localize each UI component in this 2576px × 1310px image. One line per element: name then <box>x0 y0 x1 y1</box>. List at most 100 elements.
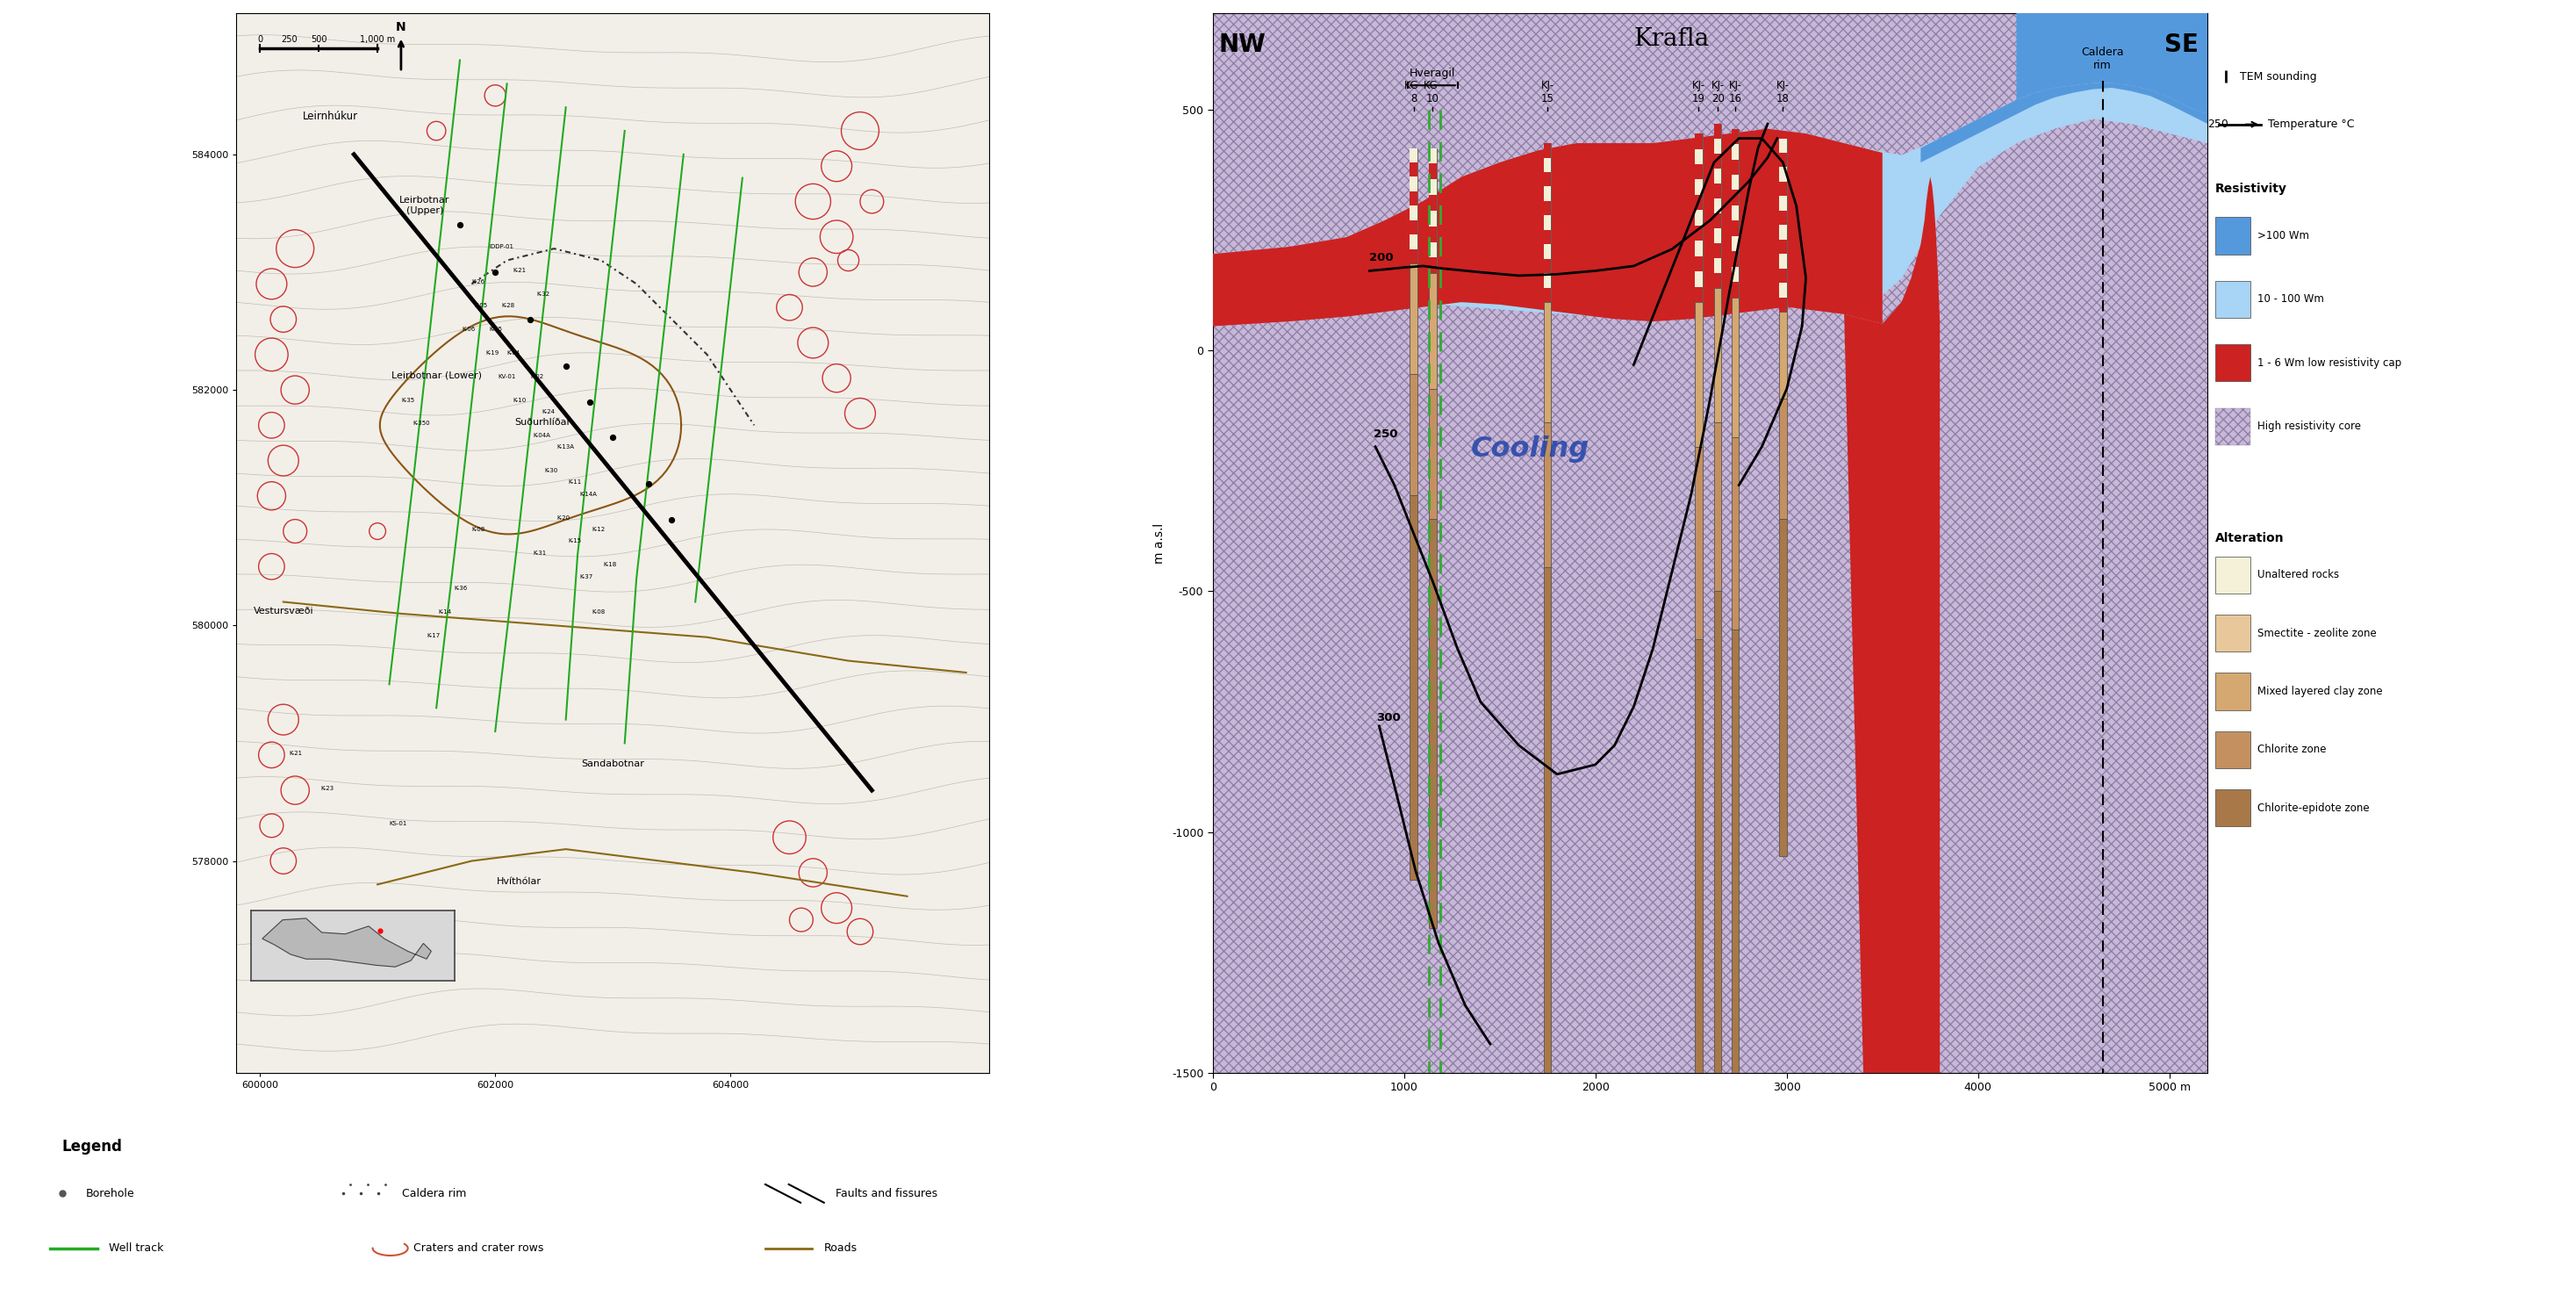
Bar <box>1543 259 1551 274</box>
Bar <box>1713 139 1721 153</box>
Text: Leirbotnar (Lower): Leirbotnar (Lower) <box>392 371 482 380</box>
Text: K-14: K-14 <box>438 609 451 614</box>
Bar <box>1543 200 1551 215</box>
Bar <box>1430 148 1437 164</box>
Text: K-17: K-17 <box>428 633 440 638</box>
Bar <box>1430 227 1437 242</box>
Bar <box>1713 272 1721 288</box>
Bar <box>1731 190 1739 206</box>
Text: NW: NW <box>1218 33 1265 56</box>
Bar <box>1780 519 1788 857</box>
Bar <box>1695 134 1703 206</box>
Bar <box>2215 731 2251 768</box>
Text: K-26: K-26 <box>471 279 484 284</box>
Bar <box>1409 191 1417 206</box>
Bar <box>1713 169 1721 183</box>
Bar <box>1695 639 1703 1121</box>
Text: K-13A: K-13A <box>556 444 574 449</box>
Text: 250: 250 <box>2208 119 2228 130</box>
Text: KG-
10: KG- 10 <box>1425 80 1443 105</box>
Text: K-28: K-28 <box>502 303 515 308</box>
Text: Well track: Well track <box>108 1243 165 1254</box>
Bar <box>1780 215 1788 312</box>
Bar <box>1780 254 1788 269</box>
Bar <box>1731 282 1739 297</box>
Text: Krafla: Krafla <box>1633 28 1710 51</box>
Bar <box>1430 519 1437 929</box>
Text: Caldera
rim: Caldera rim <box>2081 46 2123 71</box>
Bar <box>1430 211 1437 227</box>
Bar <box>1430 195 1437 211</box>
Bar <box>1695 149 1703 164</box>
Text: K-08: K-08 <box>471 527 484 532</box>
Text: Caldera rim: Caldera rim <box>402 1188 466 1199</box>
Bar <box>1780 139 1788 153</box>
Text: K-18: K-18 <box>603 562 616 567</box>
Text: K-10: K-10 <box>513 397 526 402</box>
Text: 10 - 100 Wm: 10 - 100 Wm <box>2257 293 2324 305</box>
Text: KJ-
19: KJ- 19 <box>1692 80 1705 105</box>
Text: KV-01: KV-01 <box>497 373 515 379</box>
Bar <box>1780 297 1788 312</box>
Bar <box>1695 271 1703 287</box>
Text: Craters and crater rows: Craters and crater rows <box>415 1243 544 1254</box>
Bar <box>2215 673 2251 710</box>
Bar <box>2215 217 2251 254</box>
Text: Sandabotnar: Sandabotnar <box>582 760 644 769</box>
Bar <box>1695 164 1703 179</box>
Bar <box>1731 206 1739 220</box>
Text: Chlorite zone: Chlorite zone <box>2257 744 2326 756</box>
Polygon shape <box>1844 177 1940 1073</box>
Bar <box>1713 124 1721 139</box>
Text: K-21: K-21 <box>289 751 301 756</box>
Text: 200: 200 <box>1370 253 1394 263</box>
Bar <box>1430 389 1437 519</box>
Point <box>510 309 551 330</box>
Polygon shape <box>1213 13 2208 1073</box>
Bar <box>1409 234 1417 249</box>
Bar <box>1780 225 1788 240</box>
Bar <box>1713 196 1721 288</box>
Point <box>546 356 587 377</box>
Text: KJ-
16: KJ- 16 <box>1728 80 1741 105</box>
Bar <box>1430 206 1437 274</box>
Text: K-08: K-08 <box>592 609 605 614</box>
Bar <box>1430 179 1437 195</box>
Text: K-12: K-12 <box>592 527 605 532</box>
Bar <box>1695 206 1703 303</box>
Bar <box>1543 186 1551 200</box>
Text: KG-
8: KG- 8 <box>1404 80 1422 105</box>
Text: Leirbotnar
(Upper): Leirbotnar (Upper) <box>399 196 451 215</box>
Bar <box>1780 269 1788 283</box>
Text: K-37: K-37 <box>580 574 592 579</box>
Text: KJ-
20: KJ- 20 <box>1710 80 1723 105</box>
Bar <box>1713 258 1721 272</box>
Bar <box>1731 236 1739 252</box>
Text: Vestursvæði: Vestursvæði <box>252 607 314 616</box>
Bar <box>2215 345 2251 381</box>
Text: K-35: K-35 <box>402 397 415 402</box>
Text: KS-01: KS-01 <box>389 821 407 827</box>
Text: K-31: K-31 <box>533 550 546 555</box>
Bar <box>1695 303 1703 447</box>
Bar <box>1409 375 1417 495</box>
Bar <box>1543 423 1551 567</box>
Bar <box>1543 245 1551 259</box>
Bar <box>1409 148 1417 162</box>
Bar <box>1713 244 1721 258</box>
Text: Faults and fissures: Faults and fissures <box>835 1188 938 1199</box>
Bar <box>1780 153 1788 168</box>
Text: Hveragil: Hveragil <box>1409 68 1455 80</box>
Bar <box>1430 242 1437 258</box>
Text: 1,000 m: 1,000 m <box>361 35 394 45</box>
Bar <box>1713 591 1721 1073</box>
Point <box>592 427 634 448</box>
Bar <box>1780 182 1788 196</box>
Bar <box>1695 257 1703 271</box>
Bar <box>2215 280 2251 318</box>
Text: K-19: K-19 <box>487 350 500 355</box>
Text: 250: 250 <box>281 35 296 45</box>
Text: Cooling: Cooling <box>1471 435 1589 462</box>
Bar <box>1543 303 1551 423</box>
Bar <box>1713 228 1721 244</box>
